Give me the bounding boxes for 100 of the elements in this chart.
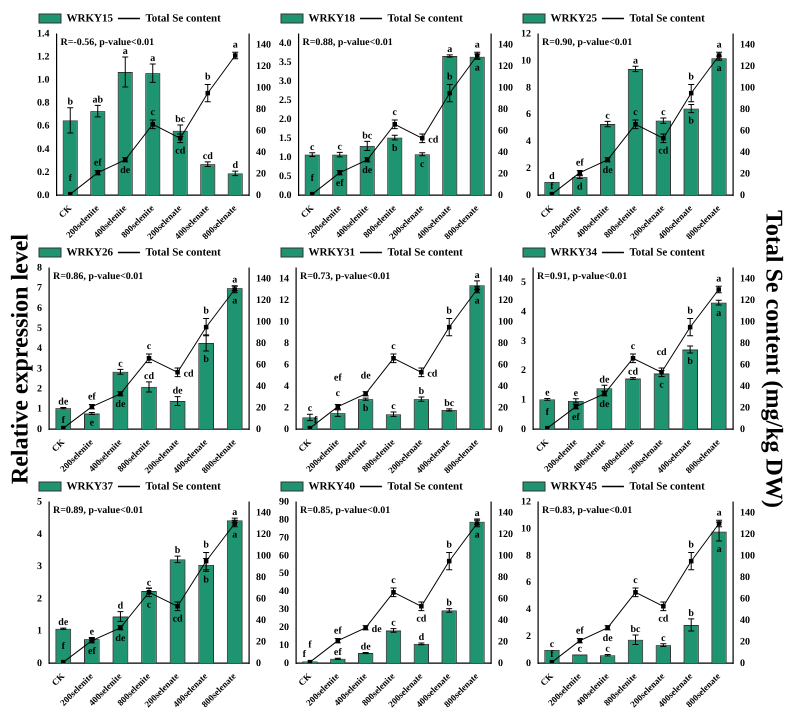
data-label: c bbox=[392, 107, 398, 118]
data-label: cd bbox=[427, 368, 438, 380]
data-label: b bbox=[203, 306, 210, 317]
y-tick-label: 10 bbox=[521, 523, 531, 534]
y-tick-label: 2.5 bbox=[279, 94, 292, 106]
y-tick-label: 8 bbox=[37, 262, 42, 274]
y-tick-label: 0 bbox=[37, 424, 42, 435]
y2-tick-label: 140 bbox=[498, 273, 513, 284]
y2-tick-label: 80 bbox=[256, 104, 266, 115]
data-label: b bbox=[446, 306, 452, 317]
y2-tick-label: 100 bbox=[256, 316, 271, 328]
y2-tick-label: 100 bbox=[740, 82, 755, 94]
y-tick-label: 1.0 bbox=[37, 74, 50, 86]
data-label: ef bbox=[334, 647, 342, 658]
y-tick-label: 14 bbox=[279, 273, 289, 284]
y-tick-label: 1.0 bbox=[279, 152, 292, 163]
y-tick-label: 50 bbox=[279, 568, 289, 580]
data-label: ef bbox=[88, 646, 96, 657]
data-label: c bbox=[391, 401, 396, 412]
y2-tick-label: 100 bbox=[256, 82, 271, 94]
y-axis-title: Relative expression level bbox=[8, 234, 34, 484]
y2-tick-label: 140 bbox=[740, 39, 755, 50]
y-tick-label: 70 bbox=[279, 532, 289, 544]
annotation: R=0.73, p-value<0.01 bbox=[300, 271, 390, 282]
data-label: de bbox=[172, 386, 184, 397]
data-label: cd bbox=[656, 346, 668, 358]
data-label: de bbox=[58, 617, 69, 628]
y2-tick-label: 120 bbox=[740, 294, 755, 306]
y-tick-label: 7 bbox=[37, 282, 42, 294]
y-tick-label: 1.2 bbox=[37, 52, 50, 63]
legend-label: WRKY37 bbox=[66, 480, 114, 492]
data-label: f bbox=[550, 181, 554, 192]
data-label: c bbox=[391, 618, 396, 629]
data-label: a bbox=[716, 39, 722, 50]
annotation: R=0.89, p-value<0.01 bbox=[53, 505, 144, 516]
y2-tick-label: 40 bbox=[256, 146, 266, 158]
data-label: ef bbox=[334, 626, 342, 637]
y2-tick-label: 120 bbox=[740, 528, 755, 540]
data-label: ef bbox=[88, 392, 96, 403]
legend-label: Total Se content bbox=[145, 480, 222, 492]
y2-tick-label: 20 bbox=[740, 402, 750, 414]
y-tick-label: 3 bbox=[37, 363, 42, 374]
y-tick-label: 6 bbox=[284, 359, 289, 370]
y-tick-label: 1.4 bbox=[37, 28, 50, 40]
data-label: ef bbox=[572, 412, 580, 423]
data-label: a bbox=[716, 273, 722, 284]
data-label: f bbox=[310, 173, 315, 184]
y-tick-label: 12 bbox=[521, 28, 531, 40]
data-label: de bbox=[58, 396, 69, 408]
y2-tick-label: 60 bbox=[740, 593, 750, 604]
y2-tick-label: 140 bbox=[256, 507, 271, 518]
data-label: b bbox=[204, 72, 211, 83]
data-label: c bbox=[605, 644, 610, 655]
y2-tick-label: 0 bbox=[256, 190, 261, 201]
y-tick-label: 4 bbox=[521, 306, 526, 318]
data-label: de bbox=[360, 370, 372, 382]
legend-label: Total Se content bbox=[145, 246, 222, 258]
data-label: de bbox=[372, 624, 382, 635]
y2-tick-label: 60 bbox=[498, 359, 508, 370]
data-label: a bbox=[474, 508, 480, 520]
y-tick-label: 2 bbox=[521, 365, 526, 376]
data-label: c bbox=[336, 388, 341, 399]
y2-tick-label: 40 bbox=[256, 614, 266, 626]
y-tick-label: 8 bbox=[526, 550, 531, 562]
data-label: b bbox=[174, 545, 181, 556]
y-tick-label: 3 bbox=[521, 336, 526, 347]
y-tick-label: 2 bbox=[37, 384, 42, 395]
data-label: c bbox=[633, 107, 638, 118]
data-label: b bbox=[203, 574, 210, 586]
data-label: cd bbox=[144, 370, 154, 382]
y2-tick-label: 60 bbox=[256, 593, 266, 604]
y-tick-label: 1 bbox=[37, 626, 42, 637]
y-tick-label: 4 bbox=[526, 604, 531, 616]
y-tick-label: 0 bbox=[521, 424, 526, 435]
y2-tick-label: 60 bbox=[256, 359, 266, 370]
y2-tick-label: 0 bbox=[498, 424, 503, 435]
data-label: cd bbox=[202, 150, 214, 162]
data-label: ef bbox=[94, 158, 102, 169]
y2-tick-label: 80 bbox=[498, 338, 508, 349]
y2-tick-label: 140 bbox=[740, 507, 755, 518]
data-label: c bbox=[146, 341, 152, 352]
y-tick-label: 2 bbox=[37, 593, 42, 604]
data-label: a bbox=[232, 296, 238, 307]
data-label: a bbox=[474, 39, 480, 50]
data-label: e bbox=[545, 387, 550, 398]
data-label: b bbox=[688, 116, 694, 127]
y-tick-label: 40 bbox=[279, 586, 289, 598]
data-label: cd bbox=[175, 146, 186, 157]
data-label: a bbox=[122, 46, 128, 58]
data-label: a bbox=[150, 52, 156, 64]
legend-label: WRKY15 bbox=[66, 12, 114, 24]
y-tick-label: 0.5 bbox=[279, 170, 292, 182]
y2-tick-label: 0 bbox=[498, 658, 503, 669]
data-label: b bbox=[446, 598, 452, 609]
y2-tick-label: 120 bbox=[256, 528, 271, 540]
y-tick-label: 5 bbox=[37, 323, 42, 334]
data-label: cd bbox=[172, 614, 184, 625]
y2-tick-label: 80 bbox=[256, 572, 266, 583]
y2-tick-label: 20 bbox=[498, 168, 508, 180]
y2-axis-title: Total Se content (mg/kg DW) bbox=[760, 210, 786, 508]
